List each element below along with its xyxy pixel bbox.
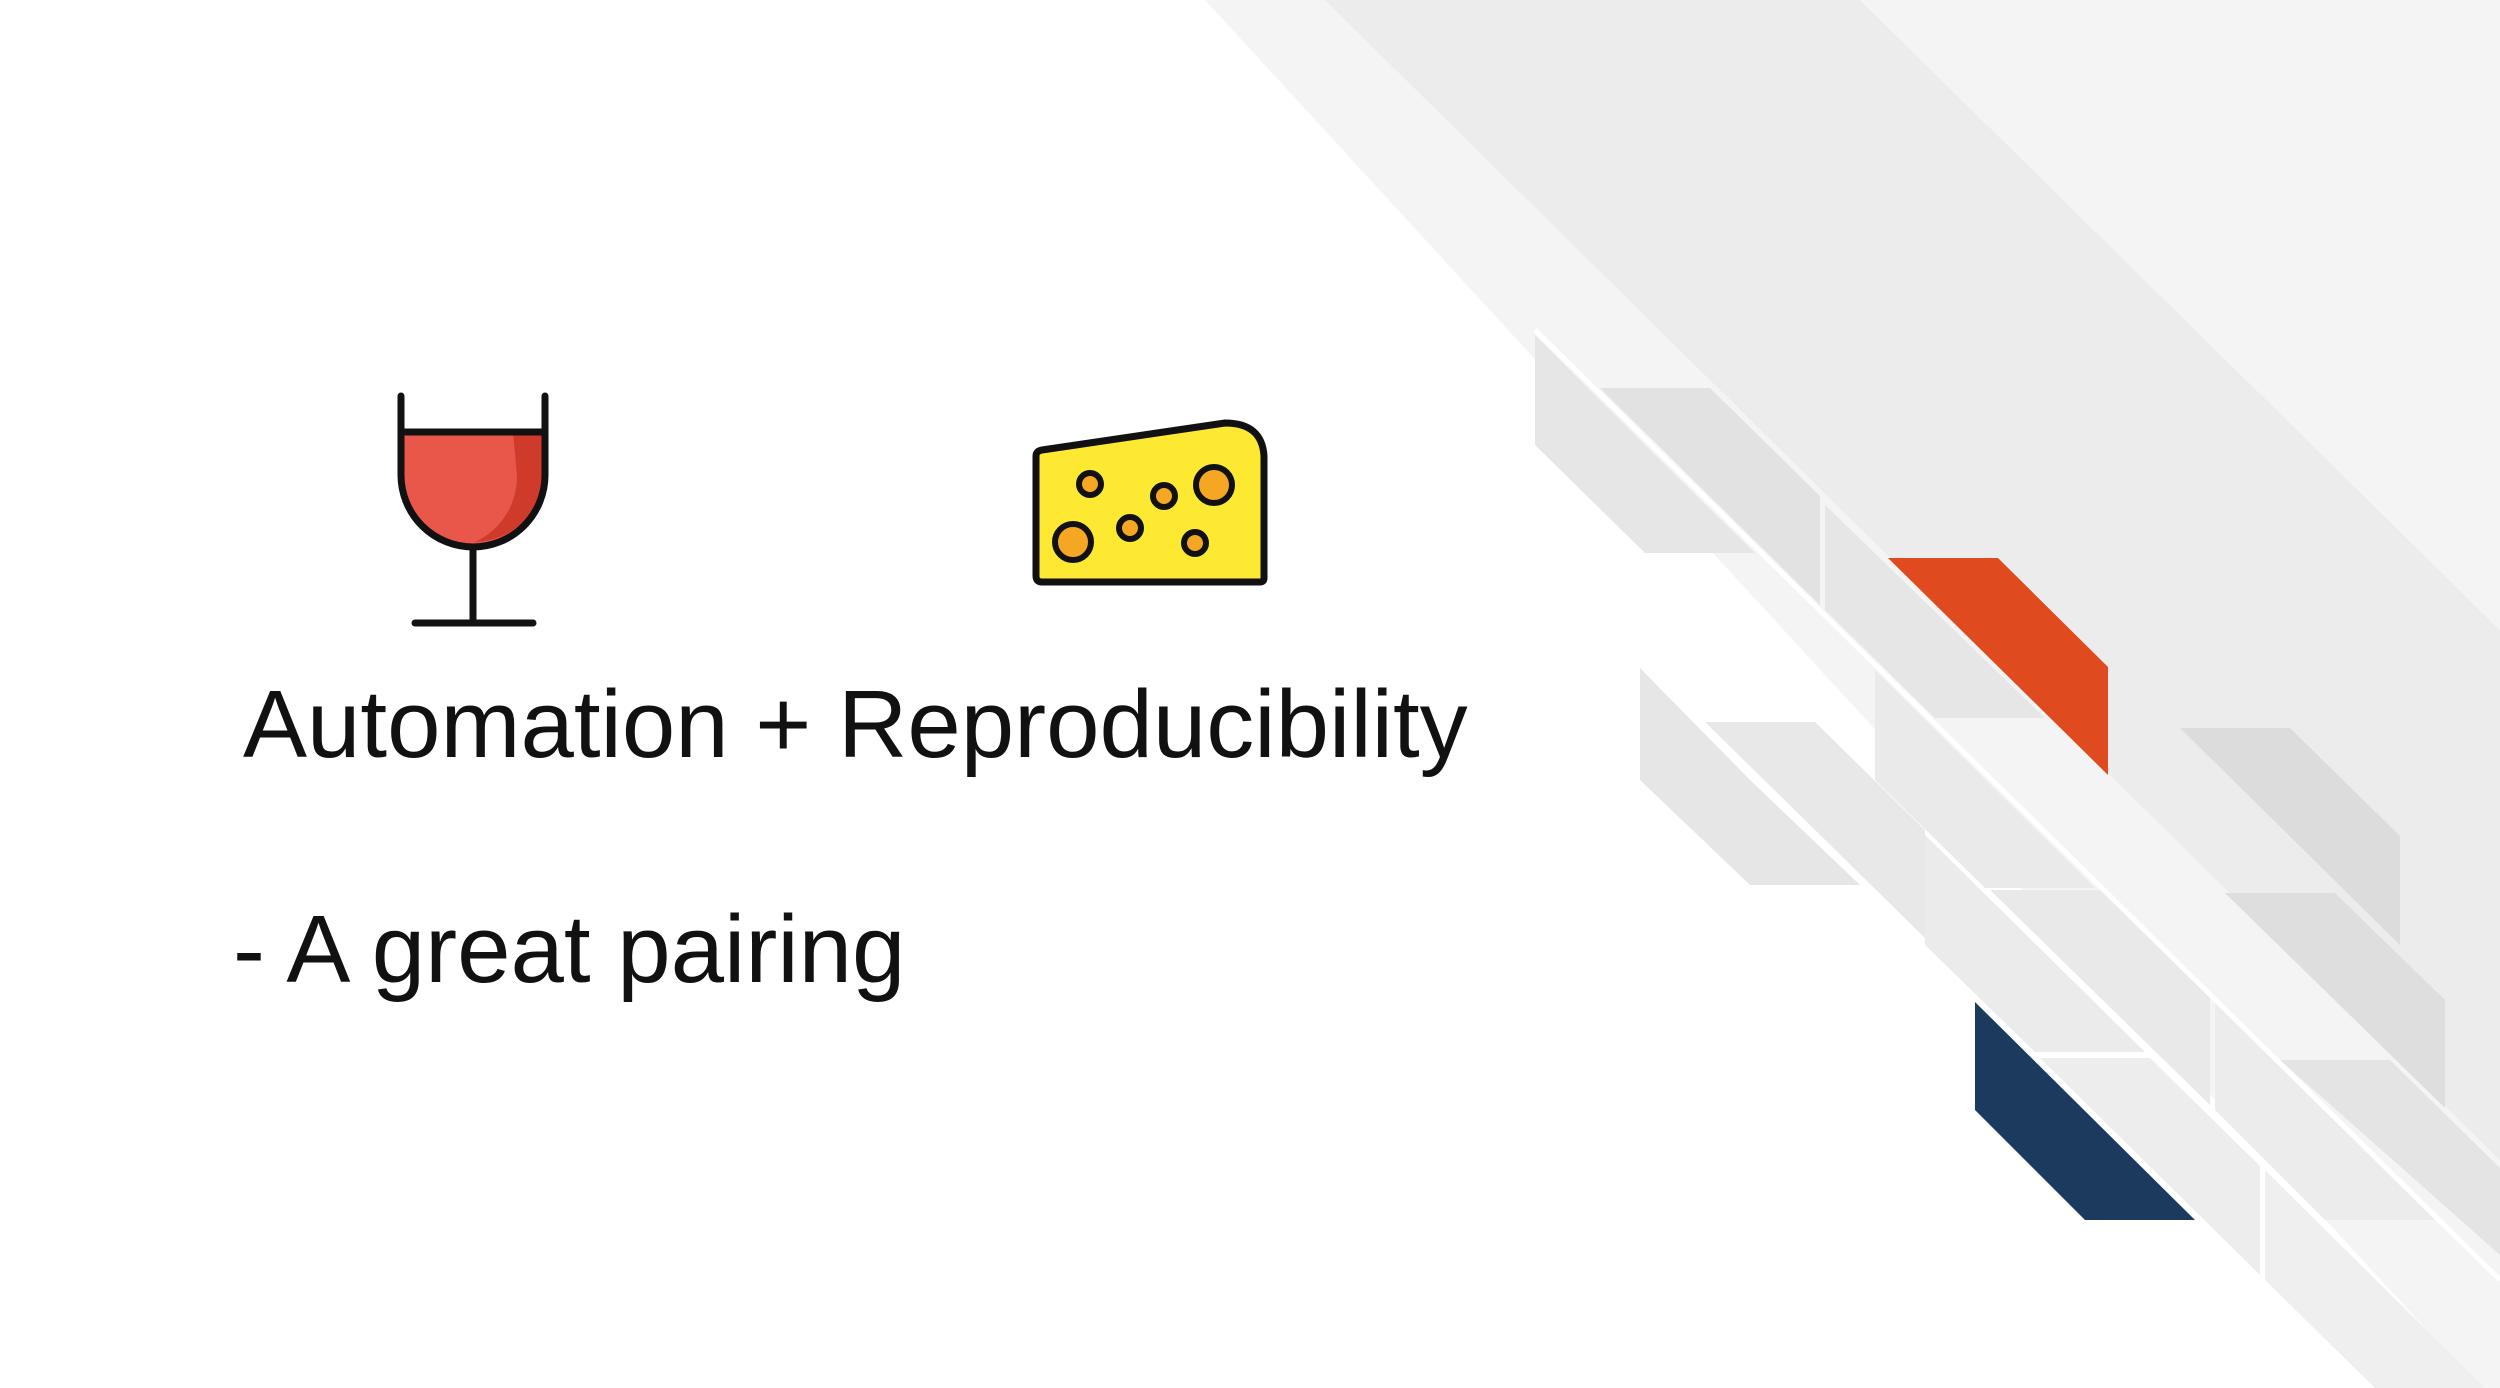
cheese-icon [1030, 418, 1270, 588]
wine-glass-icon [395, 390, 555, 630]
slide-title: Automation + Reproducibility [243, 665, 1468, 785]
slide-subtitle: - A great pairing [233, 890, 905, 1010]
